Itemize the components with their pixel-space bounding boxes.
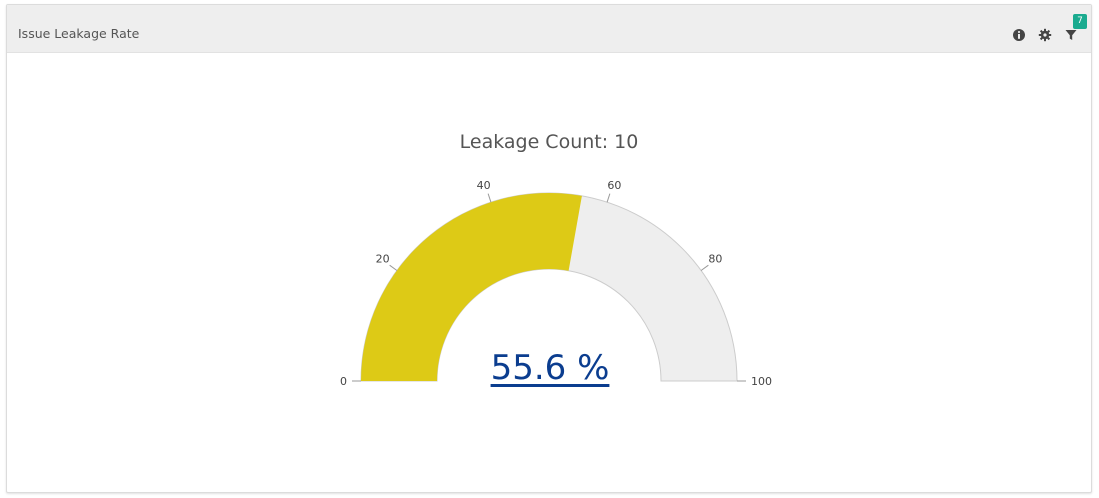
filter-count-badge[interactable]: 7 — [1073, 14, 1087, 29]
gauge-tick-label: 0 — [340, 375, 347, 388]
gauge-title: Leakage Count: 10 — [460, 131, 639, 153]
gauge-value-link[interactable]: 55.6 % — [490, 348, 610, 388]
gauge-tick-80 — [700, 264, 709, 271]
gauge-fill[interactable] — [361, 192, 582, 381]
widget-panel: Issue Leakage Rate — [6, 4, 1092, 493]
widget-header: Issue Leakage Rate — [7, 5, 1091, 53]
widget-title: Issue Leakage Rate — [18, 26, 140, 41]
gear-icon[interactable] — [1038, 27, 1052, 42]
gauge-tick-40 — [487, 193, 492, 203]
gauge-tick-label: 80 — [708, 252, 722, 265]
gauge-tick-label: 60 — [607, 179, 621, 192]
gauge-tick-label: 20 — [376, 252, 390, 265]
gauge-tick-60 — [606, 193, 611, 203]
filter-icon[interactable] — [1064, 27, 1078, 41]
info-icon[interactable] — [1012, 27, 1026, 41]
gauge-ticks: 0 20 40 60 80 100 — [340, 179, 772, 388]
gauge-tick-label: 100 — [751, 375, 772, 388]
gauge-tick-20 — [389, 264, 398, 271]
gauge-tick-label: 40 — [477, 179, 491, 192]
